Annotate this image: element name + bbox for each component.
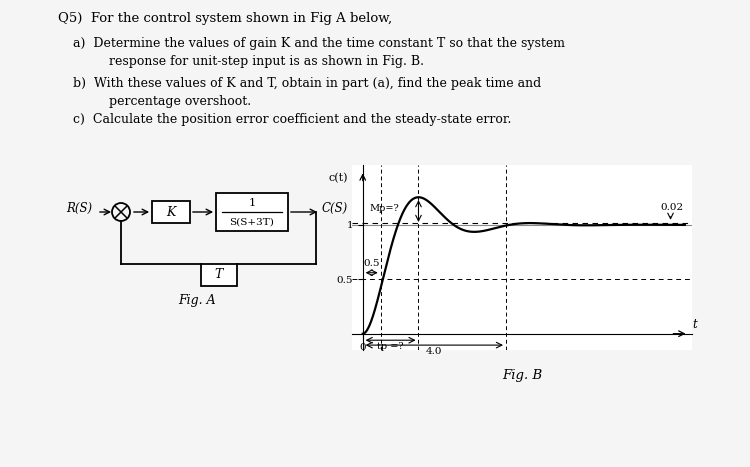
Bar bbox=[200, 264, 236, 286]
Text: c)  Calculate the position error coefficient and the steady-state error.: c) Calculate the position error coeffici… bbox=[73, 113, 512, 126]
Text: 0.5: 0.5 bbox=[364, 259, 380, 269]
Text: tp =?: tp =? bbox=[377, 342, 404, 351]
Text: K: K bbox=[166, 205, 176, 219]
Text: b)  With these values of K and T, obtain in part (a), find the peak time and
   : b) With these values of K and T, obtain … bbox=[73, 77, 542, 108]
Text: 1: 1 bbox=[248, 198, 256, 208]
Bar bbox=[216, 193, 288, 231]
Text: c(t): c(t) bbox=[329, 173, 349, 183]
Text: R(S): R(S) bbox=[66, 201, 92, 214]
Text: T: T bbox=[214, 269, 223, 282]
Text: Fig. A: Fig. A bbox=[178, 294, 215, 307]
Text: t: t bbox=[692, 318, 697, 332]
Text: Fig. B: Fig. B bbox=[502, 368, 542, 382]
Text: a)  Determine the values of gain K and the time constant T so that the system
  : a) Determine the values of gain K and th… bbox=[73, 37, 565, 68]
Text: 4.0: 4.0 bbox=[426, 347, 442, 356]
Text: 0.02: 0.02 bbox=[661, 203, 684, 212]
Bar bbox=[152, 201, 190, 223]
Text: C(S): C(S) bbox=[322, 201, 348, 214]
Text: Mp=?: Mp=? bbox=[369, 205, 399, 213]
Text: S(S+3T): S(S+3T) bbox=[230, 218, 274, 226]
Text: Q5)  For the control system shown in Fig A below,: Q5) For the control system shown in Fig … bbox=[58, 12, 392, 25]
